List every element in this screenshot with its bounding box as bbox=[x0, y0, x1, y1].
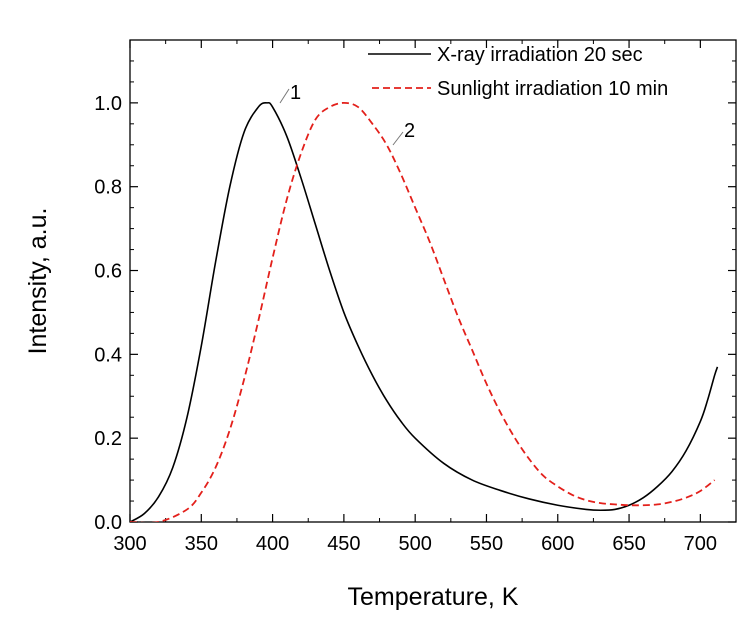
annotation-leader-2 bbox=[392, 131, 404, 146]
plot-frame bbox=[129, 39, 737, 523]
annotations: 1 2 bbox=[279, 82, 415, 146]
legend: X-ray irradiation 20 sec Sunlight irradi… bbox=[368, 44, 668, 100]
y-tick-label: 0.0 bbox=[94, 512, 122, 534]
x-tick-label: 350 bbox=[185, 533, 218, 555]
annotation-label-1: 1 bbox=[290, 82, 301, 104]
y-axis: 0.0 0.2 0.4 0.6 0.8 1.0 bbox=[94, 60, 736, 534]
x-tick-label: 700 bbox=[684, 533, 717, 555]
y-axis-title: Intensity, a.u. bbox=[24, 208, 52, 355]
y-tick-label: 0.8 bbox=[94, 177, 122, 199]
y-tick-label: 0.2 bbox=[94, 428, 122, 450]
x-tick-label: 600 bbox=[541, 533, 574, 555]
y-tick-label: 0.4 bbox=[94, 344, 122, 366]
series-xray-line bbox=[130, 101, 719, 522]
annotation-label-2: 2 bbox=[404, 120, 415, 142]
series-sunlight-line bbox=[130, 101, 716, 522]
x-tick-label: 400 bbox=[256, 533, 289, 555]
x-axis: 300 350 400 450 500 550 600 650 700 bbox=[113, 40, 717, 555]
x-tick-label: 500 bbox=[398, 533, 431, 555]
legend-label-xray: X-ray irradiation 20 sec bbox=[437, 44, 643, 66]
y-tick-label: 1.0 bbox=[94, 93, 122, 115]
series-group bbox=[130, 101, 719, 522]
x-tick-label: 450 bbox=[327, 533, 360, 555]
y-tick-label: 0.6 bbox=[94, 261, 122, 283]
legend-label-sunlight: Sunlight irradiation 10 min bbox=[437, 78, 668, 100]
x-tick-label: 650 bbox=[612, 533, 645, 555]
x-axis-title: Temperature, K bbox=[348, 583, 519, 611]
x-tick-label: 550 bbox=[470, 533, 503, 555]
annotation-leader-1 bbox=[279, 88, 290, 104]
x-tick-label: 300 bbox=[113, 533, 146, 555]
